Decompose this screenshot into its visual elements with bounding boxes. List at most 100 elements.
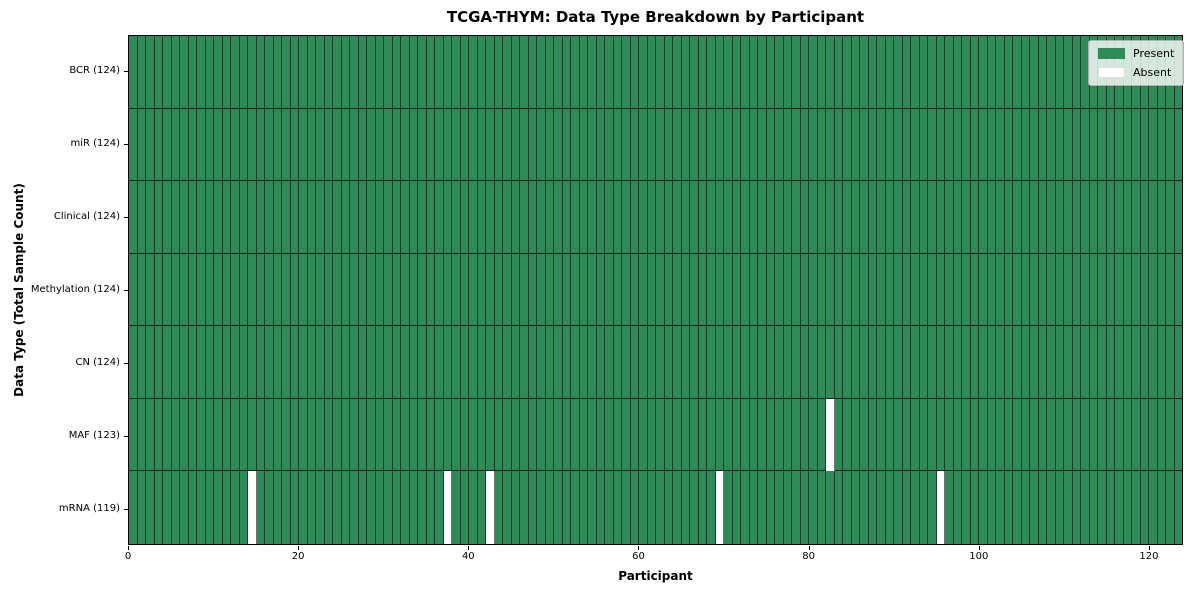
ytick-mark xyxy=(124,144,128,146)
present-cell xyxy=(902,253,911,327)
present-cell xyxy=(843,253,852,327)
present-cell xyxy=(171,108,180,182)
present-cell xyxy=(630,108,639,182)
present-cell xyxy=(715,398,724,472)
present-cell xyxy=(239,36,248,109)
present-cell xyxy=(418,36,427,109)
present-cell xyxy=(579,471,588,545)
xtick-label: 80 xyxy=(802,551,816,562)
present-cell xyxy=(605,108,614,182)
heatmap-row-miR xyxy=(129,108,1182,182)
present-cell xyxy=(443,108,452,182)
present-cell xyxy=(1004,253,1013,327)
present-cell xyxy=(1021,398,1030,472)
present-cell xyxy=(843,326,852,399)
present-cell xyxy=(707,398,716,472)
present-cell xyxy=(418,471,427,545)
present-cell xyxy=(426,108,435,182)
present-cell xyxy=(707,253,716,327)
present-cell xyxy=(962,326,971,399)
present-cell xyxy=(1030,253,1039,327)
present-cell xyxy=(868,36,877,109)
present-cell xyxy=(1004,108,1013,182)
present-cell xyxy=(180,181,189,254)
present-cell xyxy=(885,326,894,399)
present-cell xyxy=(1055,36,1064,109)
present-cell xyxy=(545,253,554,327)
present-cell xyxy=(214,253,223,327)
absent-cell xyxy=(936,471,945,545)
present-cell xyxy=(817,398,826,472)
present-cell xyxy=(324,326,333,399)
present-cell xyxy=(239,326,248,399)
present-cell xyxy=(945,326,954,399)
present-cell xyxy=(1132,181,1141,254)
present-cell xyxy=(1047,471,1056,545)
present-cell xyxy=(358,398,367,472)
present-cell xyxy=(732,36,741,109)
present-cell xyxy=(673,36,682,109)
present-cell xyxy=(486,326,495,399)
present-cell xyxy=(894,471,903,545)
present-cell xyxy=(256,36,265,109)
present-cell xyxy=(418,398,427,472)
ytick-label: CN (124) xyxy=(75,356,120,368)
present-cell xyxy=(987,326,996,399)
present-cell xyxy=(316,471,325,545)
present-cell xyxy=(596,398,605,472)
present-cell xyxy=(545,36,554,109)
present-cell xyxy=(171,398,180,472)
present-cell xyxy=(333,181,342,254)
present-cell xyxy=(792,253,801,327)
present-cell xyxy=(333,108,342,182)
present-cell xyxy=(384,108,393,182)
present-cell xyxy=(894,253,903,327)
present-cell xyxy=(401,181,410,254)
present-cell xyxy=(528,253,537,327)
present-cell xyxy=(809,471,818,545)
present-cell xyxy=(358,471,367,545)
present-cell xyxy=(817,108,826,182)
present-cell xyxy=(834,108,843,182)
present-cell xyxy=(1089,181,1098,254)
present-cell xyxy=(333,398,342,472)
present-cell xyxy=(418,326,427,399)
present-cell xyxy=(605,253,614,327)
present-cell xyxy=(384,253,393,327)
present-cell xyxy=(401,398,410,472)
present-cell xyxy=(826,253,835,327)
present-cell xyxy=(1174,253,1182,327)
present-cell xyxy=(1013,36,1022,109)
present-cell xyxy=(358,253,367,327)
present-cell xyxy=(639,108,648,182)
present-cell xyxy=(163,326,172,399)
present-cell xyxy=(435,36,444,109)
present-cell xyxy=(902,326,911,399)
present-cell xyxy=(613,471,622,545)
present-cell xyxy=(741,398,750,472)
present-cell xyxy=(902,36,911,109)
present-cell xyxy=(273,181,282,254)
present-cell xyxy=(188,108,197,182)
present-cell xyxy=(664,398,673,472)
present-cell xyxy=(647,36,656,109)
present-cell xyxy=(936,398,945,472)
present-cell xyxy=(783,326,792,399)
present-cell xyxy=(1149,326,1158,399)
present-cell xyxy=(656,253,665,327)
present-cell xyxy=(1174,398,1182,472)
ytick-mark xyxy=(124,217,128,219)
present-cell xyxy=(426,181,435,254)
present-cell xyxy=(222,398,231,472)
present-cell xyxy=(613,108,622,182)
present-cell xyxy=(1004,36,1013,109)
present-cell xyxy=(197,398,206,472)
present-cell xyxy=(401,36,410,109)
present-cell xyxy=(214,36,223,109)
present-cell xyxy=(843,108,852,182)
present-cell xyxy=(707,326,716,399)
present-cell xyxy=(1106,108,1115,182)
present-cell xyxy=(656,36,665,109)
present-cell xyxy=(1030,181,1039,254)
present-cell xyxy=(528,398,537,472)
